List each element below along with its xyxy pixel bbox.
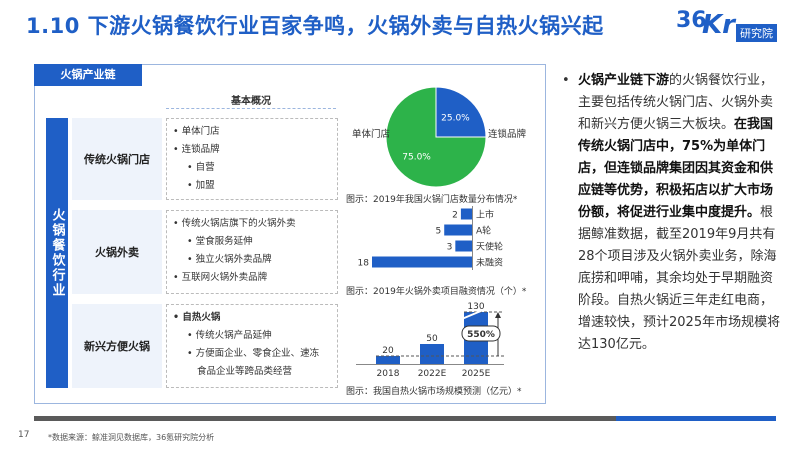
overview-divider [166, 108, 336, 109]
summary-p2: 的火锅餐饮行业，主要包括传统火锅门店、火锅外卖和新兴方便火锅三大板块。 [578, 73, 774, 132]
bullet-icon: • [562, 73, 570, 88]
pie-category-label-1: 连锁品牌 [488, 129, 527, 140]
page-number: 17 [18, 430, 30, 440]
hbar-category-1: A轮 [476, 225, 491, 237]
hbar-1 [444, 224, 472, 236]
trend-line [425, 307, 489, 335]
desc-delivery: • 传统火锅店旗下的火锅外卖 • 堂食服务延伸 • 独立火锅外卖品牌 • 互联网… [166, 210, 338, 294]
bullet-icon: • [187, 330, 196, 341]
hbar-2 [455, 240, 472, 252]
hbar-3 [372, 256, 472, 268]
pie-value-label-1: 25.0% [441, 114, 470, 124]
pie-slice-0 [385, 86, 487, 188]
desc-subitem: 食品企业等跨品类经营 [197, 366, 293, 377]
logo-num: 36 [676, 8, 707, 33]
vbar-1 [420, 344, 444, 364]
logo-kr: Kr [702, 10, 735, 40]
hbar-value-3: 18 [358, 259, 370, 269]
market-size-bar-chart: 20 2018 50 2022E 130 2025E 550% [356, 302, 504, 379]
bullet-icon: • [187, 254, 196, 265]
logo-institute: 研究院 [736, 24, 777, 42]
desc-item: • 互联网火锅外卖品牌 [173, 272, 268, 283]
industry-chain-panel [34, 64, 546, 404]
bullet-icon: • [187, 162, 196, 173]
vbar-category-2: 2025E [462, 369, 491, 379]
summary-highlight: 在我国传统火锅门店中，75%为单体门店，但连锁品牌集团因其资金和供应链等优势，积… [578, 117, 774, 220]
desc-item: • 自热火锅 [173, 312, 221, 323]
vbar-value-0: 20 [382, 346, 394, 356]
footer-bar-accent [616, 416, 776, 421]
vertical-label: 火锅餐饮行业 [46, 118, 68, 388]
desc-item: • 传统火锅店旗下的火锅外卖 [173, 218, 296, 229]
pie-category-label-0: 单体门店 [352, 129, 391, 140]
desc-traditional: • 单体门店 • 连锁品牌 • 自营 • 加盟 [166, 118, 338, 200]
hbar-category-2: 天使轮 [476, 241, 503, 253]
brand-logo: 36 Kr 研究院 [676, 8, 786, 44]
bullet-icon: • [173, 144, 182, 155]
footer-bar [34, 416, 616, 421]
vbar-caption: 图示：我国自热火锅市场规模预测（亿元）* [346, 387, 522, 397]
desc-instant: • 自热火锅 • 传统火锅产品延伸 • 方便面企业、零食企业、速冻 食品企业等跨… [166, 304, 338, 388]
hbar-value-2: 3 [447, 243, 453, 253]
funding-bar-chart: 2 上市 5 A轮 3 天使轮 18 未融资 [358, 206, 503, 270]
hbar-value-0: 2 [452, 211, 458, 221]
vbar-value-1: 50 [426, 334, 438, 344]
summary-text: • 火锅产业链下游的火锅餐饮行业，主要包括传统火锅门店、火锅外卖和新兴方便火锅三… [562, 70, 784, 356]
panel-tab: 火锅产业链 [34, 64, 142, 86]
bullet-icon: • [187, 348, 196, 359]
desc-subitem: • 独立火锅外卖品牌 [187, 254, 272, 265]
desc-subitem: • 加盟 [187, 180, 215, 191]
hbar-caption: 图示：2019年火锅外卖项目融资情况（个）* [346, 287, 527, 297]
hbar-category-3: 未融资 [476, 257, 503, 269]
overview-heading: 基本概况 [231, 96, 271, 107]
vbar-0 [376, 356, 400, 364]
bullet-icon: • [173, 312, 183, 323]
source-note: *数据来源：鲸准洞见数据库，36氪研究院分析 [48, 433, 215, 442]
desc-item: • 单体门店 [173, 126, 220, 137]
pie-value-label-0: 75.0% [402, 152, 431, 162]
page-title: 1.10 下游火锅餐饮行业百家争鸣，火锅外卖与自热火锅兴起 [26, 14, 604, 38]
category-instant: 新兴方便火锅 [72, 304, 162, 388]
vbar-value-2: 130 [467, 302, 484, 312]
vbar-category-0: 2018 [377, 369, 400, 379]
desc-subitem: • 堂食服务延伸 [187, 236, 253, 247]
bullet-icon: • [187, 180, 196, 191]
hbar-value-1: 5 [435, 227, 441, 237]
bullet-icon: • [173, 218, 182, 229]
category-traditional: 传统火锅门店 [72, 118, 162, 200]
pie-slice-1 [435, 86, 487, 138]
summary-lead: 火锅产业链下游 [578, 73, 670, 88]
bullet-icon: • [173, 272, 182, 283]
desc-subitem: • 传统火锅产品延伸 [187, 330, 272, 341]
hbar-category-0: 上市 [476, 209, 494, 221]
summary-p4: 根据鲸准数据，截至2019年9月共有28个项目涉及火锅外卖业务，除海底捞和呷哺，… [578, 205, 781, 352]
hbar-0 [460, 208, 472, 220]
desc-subitem: • 自营 [187, 162, 215, 173]
desc-subitem: • 方便面企业、零食企业、速冻 [187, 348, 320, 359]
desc-item: • 连锁品牌 [173, 144, 220, 155]
bullet-icon: • [173, 126, 182, 137]
vbar-category-1: 2022E [418, 369, 447, 379]
growth-arrowhead [495, 312, 501, 318]
bullet-icon: • [187, 236, 196, 247]
store-distribution-pie: 25.0% 75.0% [385, 86, 487, 188]
category-delivery: 火锅外卖 [72, 210, 162, 294]
growth-label: 550% [467, 330, 495, 340]
pie-caption: 图示：2019年我国火锅门店数量分布情况* [346, 195, 518, 205]
growth-label-box [461, 325, 501, 342]
